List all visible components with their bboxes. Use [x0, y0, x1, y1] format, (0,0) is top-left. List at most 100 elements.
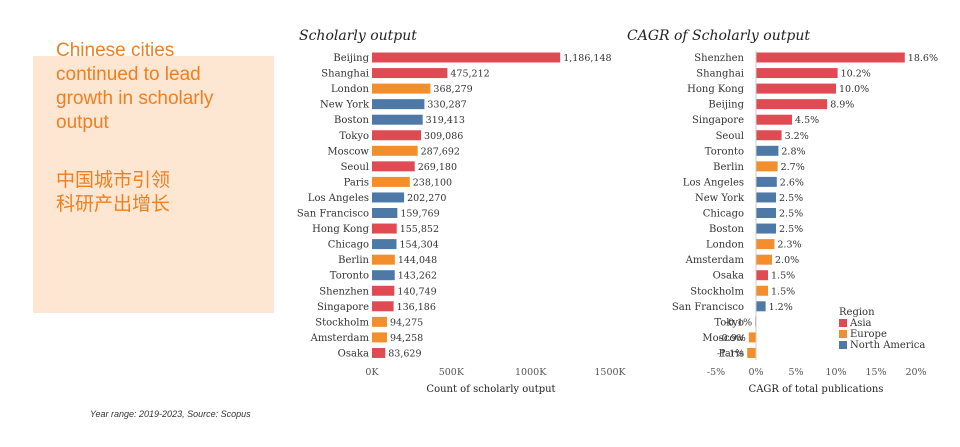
category-label-los-angeles: Los Angeles [683, 177, 744, 188]
value-label-paris: -1.1% [717, 348, 744, 359]
bar-toronto [756, 145, 779, 156]
value-label-shanghai: 475,212 [450, 69, 489, 80]
bar-hong-kong [372, 223, 397, 234]
category-label-osaka: Osaka [338, 348, 369, 359]
category-label-amsterdam: Amsterdam [310, 333, 370, 344]
legend-label-north-america: North America [850, 340, 925, 351]
category-label-toronto: Toronto [705, 146, 744, 157]
value-label-boston: 319,413 [426, 115, 465, 126]
category-label-seoul: Seoul [341, 162, 369, 173]
bar-san-francisco [756, 301, 766, 312]
legend-swatch-asia [839, 319, 847, 327]
bar-seoul [372, 161, 415, 172]
category-label-paris: Paris [344, 177, 369, 188]
category-label-stockholm: Stockholm [315, 317, 369, 328]
x-tick-output-1500k: 1500K [594, 367, 626, 378]
headline-en: Chinese cities continued to lead growth … [56, 40, 214, 133]
category-label-shenzhen: Shenzhen [319, 286, 369, 297]
bar-paris [372, 176, 410, 187]
category-label-stockholm: Stockholm [690, 286, 744, 297]
value-label-amsterdam: 94,258 [390, 333, 423, 344]
category-label-san-francisco: San Francisco [672, 302, 744, 313]
bar-london [756, 239, 775, 250]
bar-tokyo [372, 130, 422, 141]
value-label-shenzhen: 140,749 [397, 286, 436, 297]
category-label-tokyo: Tokyo [339, 131, 369, 142]
x-tick-output-1000k: 1000K [515, 367, 547, 378]
x-axis-title-cagr: CAGR of total publications [749, 384, 884, 395]
category-label-shanghai: Shanghai [321, 69, 369, 80]
legend-label-asia: Asia [849, 318, 872, 329]
x-tick-cagr-15: 15% [865, 367, 886, 378]
x-tick-cagr-20: 20% [905, 367, 926, 378]
bar-shanghai [372, 68, 448, 79]
bar-osaka [756, 270, 768, 281]
source-footnote: Year range: 2019-2023, Source: Scopus [90, 409, 251, 419]
bar-seoul [756, 130, 782, 141]
headline-panel [33, 56, 274, 313]
category-label-london: London [706, 240, 745, 251]
bar-boston [372, 114, 423, 125]
category-label-shanghai: Shanghai [696, 69, 744, 80]
headline-cn-line-2: 科研产出增长 [56, 193, 171, 215]
category-label-berlin: Berlin [338, 255, 369, 266]
bar-osaka [372, 347, 386, 358]
bar-new-york [372, 99, 425, 110]
value-label-beijing: 8.9% [830, 100, 854, 111]
value-label-beijing: 1,186,148 [563, 53, 611, 64]
bar-hong-kong [756, 83, 836, 94]
category-label-london: London [331, 84, 370, 95]
x-tick-output-500k: 500K [439, 367, 465, 378]
bar-shenzhen [372, 285, 395, 296]
category-label-toronto: Toronto [330, 271, 369, 282]
x-tick-cagr-10: 10% [825, 367, 846, 378]
category-label-chicago: Chicago [328, 240, 369, 251]
value-label-san-francisco: 159,769 [400, 209, 439, 220]
value-label-toronto: 2.8% [781, 146, 805, 157]
category-label-osaka: Osaka [713, 271, 744, 282]
bar-los-angeles [372, 192, 405, 203]
bar-beijing [372, 52, 561, 63]
bar-amsterdam [372, 332, 387, 343]
value-label-stockholm: 1.5% [771, 286, 795, 297]
category-label-san-francisco: San Francisco [297, 209, 369, 220]
category-label-paris: Paris [719, 348, 744, 359]
value-label-london: 368,279 [433, 84, 472, 95]
bar-singapore [756, 114, 792, 125]
value-label-london: 2.3% [777, 240, 801, 251]
value-label-singapore: 136,186 [397, 302, 436, 313]
category-label-amsterdam: Amsterdam [685, 255, 745, 266]
legend-swatch-north-america [839, 341, 847, 349]
bar-beijing [756, 99, 828, 110]
bar-amsterdam [756, 254, 772, 265]
bar-berlin [372, 254, 395, 265]
category-label-new-york: New York [695, 193, 745, 204]
category-label-new-york: New York [320, 100, 370, 111]
category-label-seoul: Seoul [716, 131, 744, 142]
value-label-hong-kong: 10.0% [839, 84, 869, 95]
category-label-los-angeles: Los Angeles [308, 193, 369, 204]
legend-title: Region [839, 307, 875, 318]
bar-london [372, 83, 431, 94]
value-label-seoul: 269,180 [418, 162, 457, 173]
value-label-new-york: 2.5% [779, 193, 803, 204]
bar-boston [756, 223, 776, 234]
bar-singapore [372, 301, 394, 312]
value-label-chicago: 2.5% [779, 209, 803, 220]
bar-san-francisco [372, 208, 398, 218]
bar-berlin [756, 161, 778, 172]
category-label-hong-kong: Hong Kong [312, 224, 369, 235]
bar-chicago [756, 208, 776, 218]
chart-title-cagr: CAGR of Scholarly output [627, 28, 810, 44]
category-label-moscow: Moscow [702, 333, 744, 344]
legend-label-europe: Europe [850, 329, 887, 340]
headline-cn: 中国城市引领 科研产出增长 [56, 168, 236, 216]
category-label-singapore: Singapore [317, 302, 369, 313]
category-label-chicago: Chicago [703, 209, 744, 220]
category-label-moscow: Moscow [327, 146, 369, 157]
value-label-toronto: 143,262 [398, 271, 437, 282]
value-label-amsterdam: 2.0% [775, 255, 799, 266]
bar-los-angeles [756, 176, 777, 187]
bar-shenzhen [756, 52, 905, 63]
